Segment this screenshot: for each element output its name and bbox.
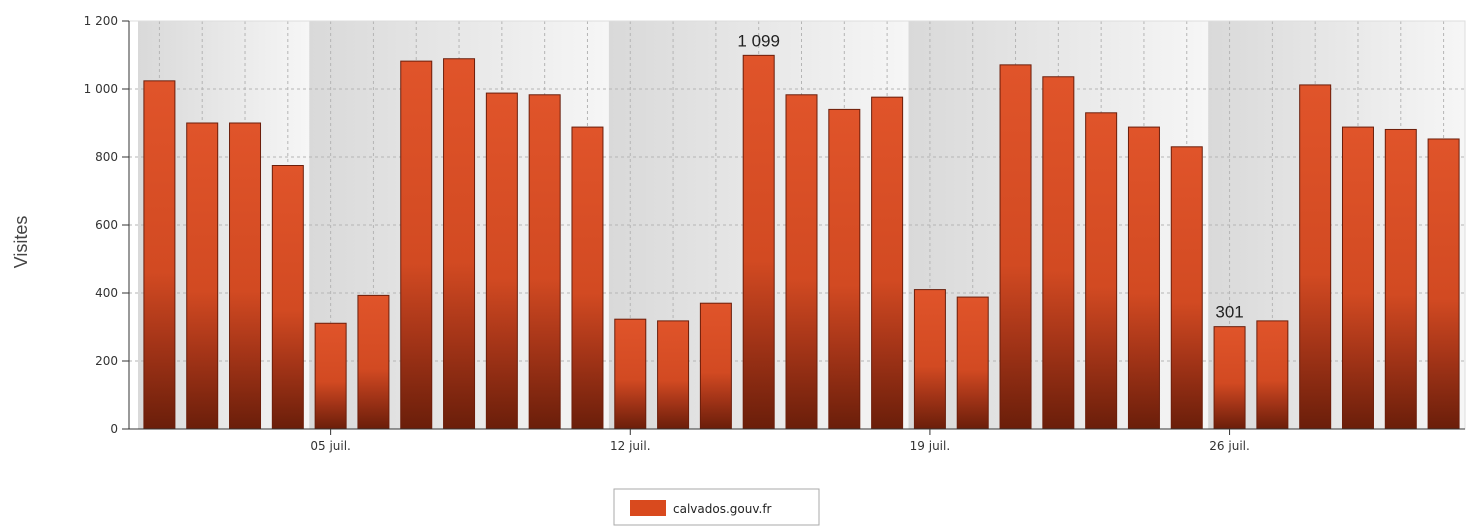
x-tick-label: 05 juil. [310,439,351,453]
legend[interactable]: calvados.gouv.fr [613,488,820,526]
y-tick-label: 600 [95,218,118,232]
bar-09-07[interactable] [485,92,518,430]
bar-30-07[interactable] [1384,128,1417,430]
bar-04-07[interactable] [271,165,304,430]
y-tick-label: 1 000 [84,82,118,96]
bar-29-07[interactable] [1341,126,1374,430]
bar-03-07[interactable] [229,122,262,430]
bar-23-07[interactable] [1085,112,1118,430]
bar-19-07[interactable] [913,289,946,430]
bar-17-07[interactable] [828,108,861,430]
data-labels: 1 099 301 [737,31,1243,321]
bar-24-07[interactable] [1127,126,1160,430]
data-label: 301 [1215,303,1243,322]
bar-20-07[interactable] [956,296,989,430]
x-tick-label: 19 juil. [910,439,951,453]
bar-31-07[interactable] [1427,138,1460,430]
bar-15-07[interactable] [742,54,775,430]
bar-28-07[interactable] [1299,84,1332,430]
legend-label: calvados.gouv.fr [673,502,772,516]
bar-18-07[interactable] [871,96,904,430]
legend-swatch [630,500,666,516]
bar-08-07[interactable] [443,58,476,430]
bar-21-07[interactable] [999,64,1032,430]
x-tick-label: 26 juil. [1209,439,1250,453]
bar-06-07[interactable] [357,294,390,430]
y-tick-label: 400 [95,286,118,300]
y-tick-label: 0 [110,422,118,436]
y-tick-label: 800 [95,150,118,164]
bar-02-07[interactable] [186,122,219,430]
x-axis-ticks: 05 juil. 12 juil. 19 juil. 26 juil. [310,429,1250,453]
bar-01-07[interactable] [143,80,176,430]
bars [143,54,1460,430]
bar-25-07[interactable] [1170,146,1203,430]
bar-13-07[interactable] [657,320,690,430]
bar-10-07[interactable] [528,94,561,430]
bar-14-07[interactable] [699,302,732,430]
y-axis-label: Visites [11,216,31,269]
y-tick-label: 200 [95,354,118,368]
bar-16-07[interactable] [785,94,818,430]
bar-12-07[interactable] [614,318,647,430]
bar-11-07[interactable] [571,126,604,430]
bar-26-07[interactable] [1213,326,1246,430]
y-axis-ticks: 0 200 400 600 800 1 000 1 200 [84,14,129,436]
data-label: 1 099 [737,31,780,50]
x-tick-label: 12 juil. [610,439,651,453]
y-tick-label: 1 200 [84,14,118,28]
bar-05-07[interactable] [314,322,347,430]
bar-07-07[interactable] [400,60,433,430]
bar-22-07[interactable] [1042,76,1075,430]
bar-27-07[interactable] [1256,320,1289,430]
